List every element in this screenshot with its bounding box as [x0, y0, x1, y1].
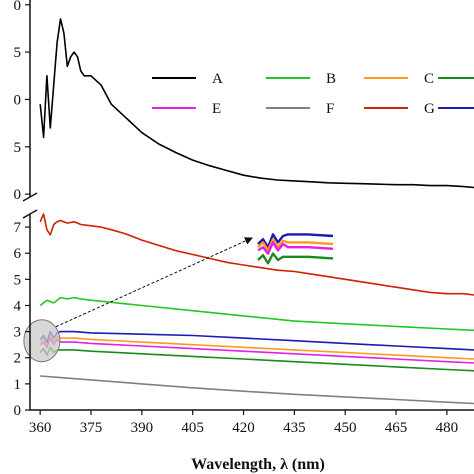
x-tick-label: 435	[283, 420, 306, 436]
y-tick-label: 1	[14, 377, 22, 393]
inset-line-C	[257, 237, 334, 252]
x-tick-label: 465	[385, 420, 408, 436]
inset-line-H	[257, 233, 334, 249]
legend-label-B: B	[326, 71, 336, 87]
y-tick-label: 2	[14, 351, 22, 367]
y-tick-label: 0	[14, 92, 22, 108]
y-tick-label: 5	[14, 140, 22, 156]
series-line-G	[39, 213, 474, 296]
inset-line-D	[257, 252, 334, 265]
highlight-ellipse	[23, 319, 61, 363]
zoom-inset	[23, 233, 334, 363]
inset-line-E	[257, 241, 334, 255]
axes: 0 5 0 5 0 0 1 2 3 4 5 6 7 360 375 390 405 420 435 450 465 480	[14, 0, 474, 436]
y-tick-label: 4	[14, 298, 22, 314]
legend: ABCDEFGH	[152, 71, 474, 117]
y-tick-label: 6	[14, 246, 22, 262]
zoom-arrow	[55, 237, 253, 328]
y-tick-label: 5	[14, 45, 22, 61]
plot-lines	[39, 18, 474, 405]
y-tick-label: 5	[14, 272, 22, 288]
x-tick-label: 390	[131, 420, 154, 436]
y-tick-label: 0	[14, 403, 22, 419]
legend-label-C: C	[424, 71, 434, 87]
x-tick-label: 375	[80, 420, 103, 436]
y-tick-label: 7	[14, 220, 22, 236]
y-tick-label: 0	[14, 0, 22, 14]
x-tick-label: 360	[29, 420, 52, 436]
y-tick-label: 3	[14, 325, 22, 341]
x-tick-label: 405	[181, 420, 204, 436]
series-line-B	[39, 296, 474, 332]
y-tick-label: 0	[14, 187, 22, 203]
x-axis-label: Wavelength, λ (nm)	[191, 456, 325, 473]
axis-break-mark	[22, 192, 38, 202]
x-tick-label: 420	[232, 420, 255, 436]
x-tick-label: 450	[334, 420, 357, 436]
legend-label-E: E	[212, 101, 221, 117]
legend-label-F: F	[326, 101, 334, 117]
legend-label-A: A	[212, 71, 223, 87]
series-line-F	[40, 375, 474, 405]
legend-label-G: G	[424, 101, 435, 117]
axis-break-mark	[22, 209, 38, 219]
series-line-A	[39, 18, 474, 189]
x-tick-label: 480	[436, 420, 459, 436]
